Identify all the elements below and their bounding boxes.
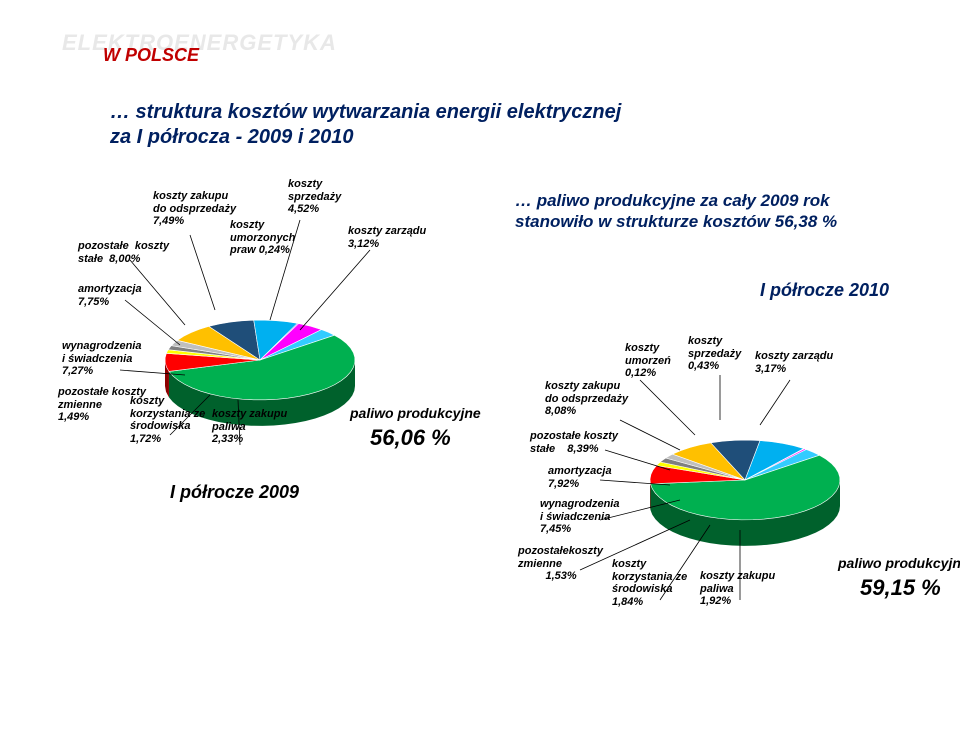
leader-line — [0, 0, 960, 742]
